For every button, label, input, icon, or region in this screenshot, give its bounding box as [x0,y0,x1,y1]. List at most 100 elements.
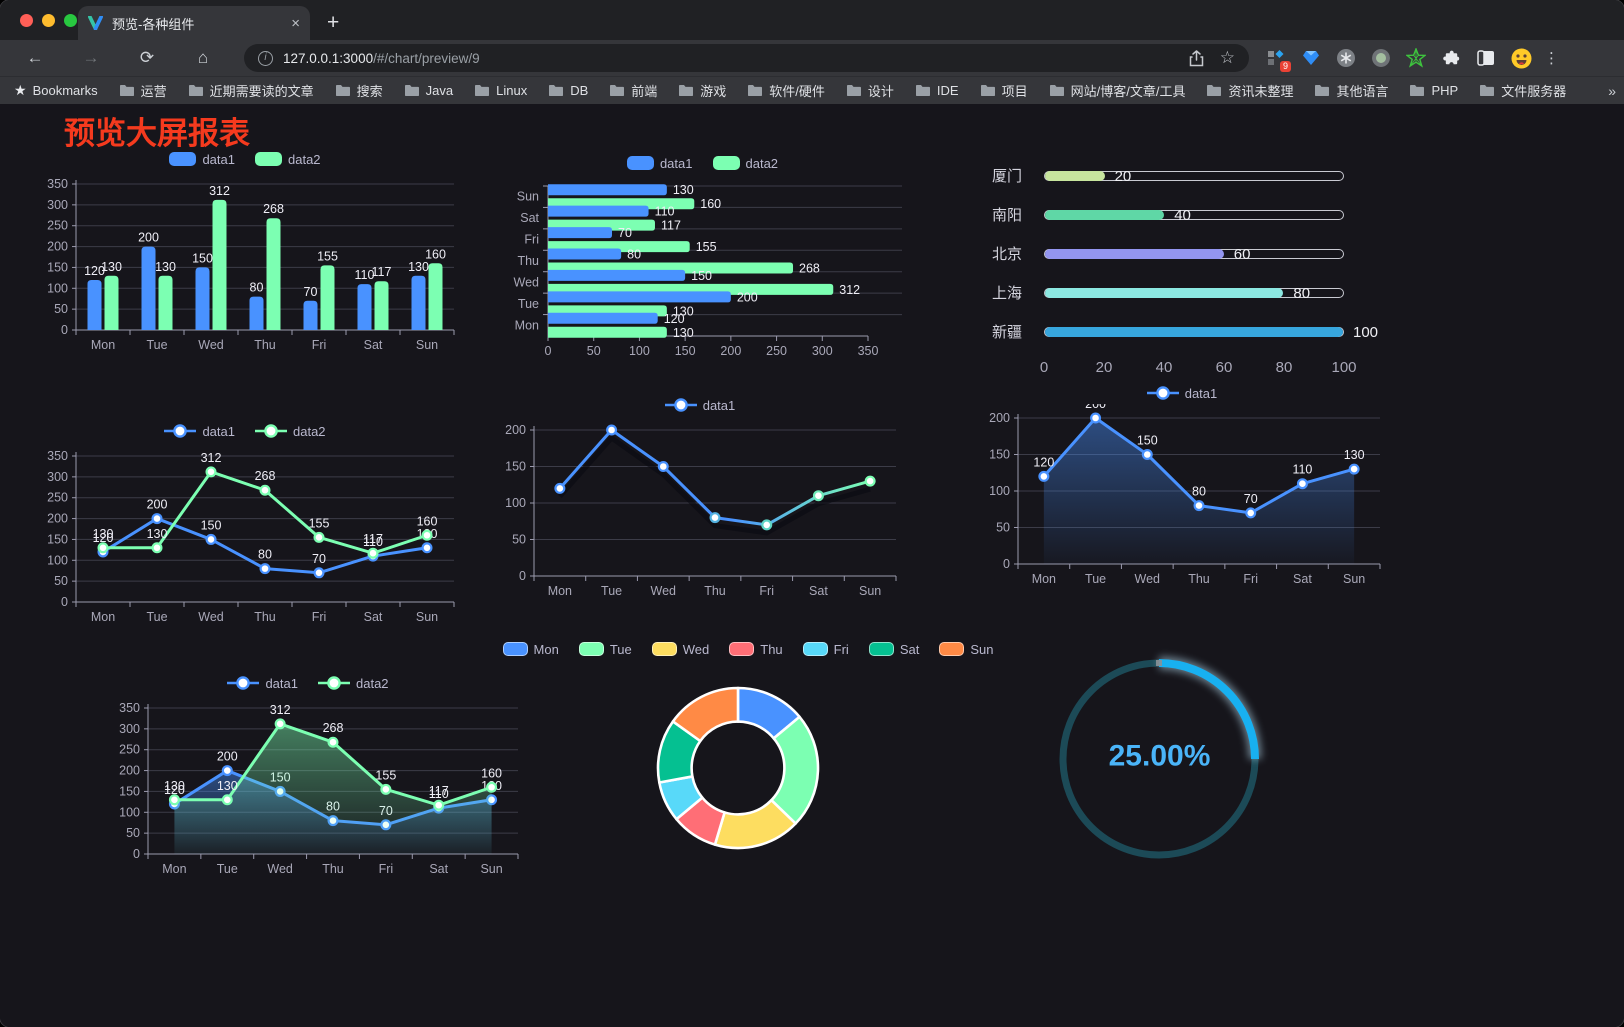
bar [411,275,426,330]
chart-legend: data1 data2 [30,420,460,442]
svg-text:200: 200 [138,231,159,245]
svg-text:150: 150 [47,532,68,546]
legend-item[interactable]: data2 [712,156,778,171]
tab-title: 预览-各种组件 [112,16,195,32]
reload-button[interactable]: ⟳ [139,48,155,67]
bar-chart-canvas: 0 50 100 150 200 250 300 350 Mon Tue Wed Thu Fri Sat S… [47,177,455,352]
line-chart-canvas: 0 50 100 150 200 250 300 350 Mon Tue Wed Thu Fri Sat S… [119,701,519,876]
svg-text:80: 80 [1192,485,1206,499]
data-point [864,475,876,487]
bookmark-folder[interactable]: 软件/硬件 [747,81,825,100]
emoji-extension-icon[interactable] [1510,47,1532,69]
bar [303,300,318,330]
legend-item[interactable]: data1 [227,676,298,691]
legend-item[interactable]: data1 [664,398,735,413]
legend-item[interactable]: Wed [651,642,709,657]
legend-item[interactable]: data2 [318,676,389,691]
svg-text:0: 0 [519,569,526,583]
svg-text:150: 150 [192,251,213,265]
svg-text:100: 100 [629,344,650,358]
green-star-extension-icon[interactable] [1405,47,1427,69]
svg-text:268: 268 [263,202,284,216]
svg-text:Thu: Thu [322,862,344,876]
svg-text:300: 300 [119,722,140,736]
progress-row: 南阳 40 [992,195,1392,234]
chart-gradient-line: data1 0 50 100 150 200 Mon Tue Wed Thu Fri Sat Sun [490,394,910,621]
bookmark-folder[interactable]: 文件服务器 [1479,81,1566,100]
bookmark-folder[interactable]: 网站/博客/文章/工具 [1049,81,1185,100]
gauge-canvas [1059,656,1262,859]
close-window-button[interactable] [20,14,33,27]
browser-menu-icon[interactable]: ⋮ [1544,50,1559,67]
data-point [221,765,233,777]
chart-legend: Mon Tue Wed Thu Fri Sat Sun [502,638,993,660]
extension-badge: 9 [1279,61,1291,72]
tab-close-icon[interactable]: × [291,14,300,32]
back-button[interactable]: ← [26,48,44,67]
chart-weekday-donut: Mon Tue Wed Thu Fri Sat Sun [502,638,993,875]
svg-text:300: 300 [47,198,68,212]
legend-item[interactable]: Fri [802,642,849,657]
data-point [606,424,618,436]
extensions-row: 9 [1265,47,1532,72]
svg-text:Sat: Sat [1293,572,1312,586]
site-info-icon[interactable]: i [258,50,273,66]
browser-tab[interactable]: 预览-各种组件 × [78,6,310,40]
bookmark-folder[interactable]: DB [548,83,588,98]
legend-item[interactable]: Sat [868,642,919,657]
bookmark-folder[interactable]: 其他语言 [1314,81,1388,100]
asterisk-extension-icon[interactable] [1335,47,1357,69]
lens-extension-icon[interactable] [1370,47,1392,69]
legend-item[interactable]: data1 [169,152,235,167]
svg-text:110: 110 [1292,463,1312,477]
zoom-window-button[interactable] [64,14,77,27]
bookmark-folder[interactable]: 设计 [846,81,894,100]
bookmark-folder[interactable]: 资讯未整理 [1206,81,1293,100]
legend-item[interactable]: data2 [255,424,326,439]
bookmark-star-icon[interactable]: ☆ [1219,48,1235,67]
bookmark-folder[interactable]: Java [404,83,453,98]
bookmark-folder[interactable]: 项目 [980,81,1028,100]
progress-value: 80 [1293,284,1311,302]
forward-button[interactable]: → [82,48,100,67]
legend-item[interactable]: data2 [255,152,321,167]
bookmarks-manager-item[interactable]: ★ Bookmarks [14,82,98,99]
legend-item[interactable]: Thu [729,642,783,657]
bookmark-folder[interactable]: 近期需要读的文章 [188,81,314,100]
home-button[interactable]: ⌂ [197,48,209,67]
gem-extension-icon[interactable] [1300,47,1322,69]
bookmark-folder[interactable]: 游戏 [678,81,726,100]
bookmark-folder[interactable]: IDE [915,83,959,98]
minimize-window-button[interactable] [42,14,55,27]
legend-item[interactable]: data1 [626,156,693,171]
bookmark-folder[interactable]: 搜索 [335,81,383,100]
folder-icon [748,85,763,96]
new-tab-button[interactable]: + [327,11,340,34]
bookmark-folder[interactable]: 前端 [609,81,657,100]
bookmark-folder[interactable]: Linux [474,83,527,98]
bookmark-folder[interactable]: PHP [1409,83,1458,98]
bookmarks-overflow-icon[interactable]: » [1608,82,1617,99]
legend-item[interactable]: data1 [164,424,235,439]
area-fill [174,723,492,854]
legend-item[interactable]: Sun [939,642,993,657]
bookmarks-bar: ★ Bookmarks 运营 近期需要读的文章 搜索 Java Linux DB 前端 游戏 软… [0,76,1624,104]
url-bar[interactable]: i 127.0.0.1:3000/#/chart/preview/9 ☆ [244,44,1249,72]
svg-text:Fri: Fri [312,338,327,352]
legend-item[interactable]: data1 [1146,386,1217,401]
svg-text:200: 200 [47,240,68,254]
svg-text:70: 70 [312,552,326,566]
data-point [367,547,379,559]
svg-text:117: 117 [429,784,449,798]
puzzle-extensions-icon[interactable] [1440,47,1462,69]
data-point [1090,412,1102,424]
browser-toolbar: ← → ⟳ ⌂ i 127.0.0.1:3000/#/chart/preview… [0,40,1624,76]
devtools-extension-icon[interactable]: 9 [1265,47,1291,72]
legend-item[interactable]: Mon [502,642,559,657]
bookmark-folder[interactable]: 运营 [119,81,167,100]
side-panel-icon[interactable] [1475,47,1497,69]
legend-item[interactable]: Tue [578,642,632,657]
share-icon[interactable] [1189,49,1204,67]
bar [87,279,102,330]
svg-text:Wed: Wed [198,338,224,352]
